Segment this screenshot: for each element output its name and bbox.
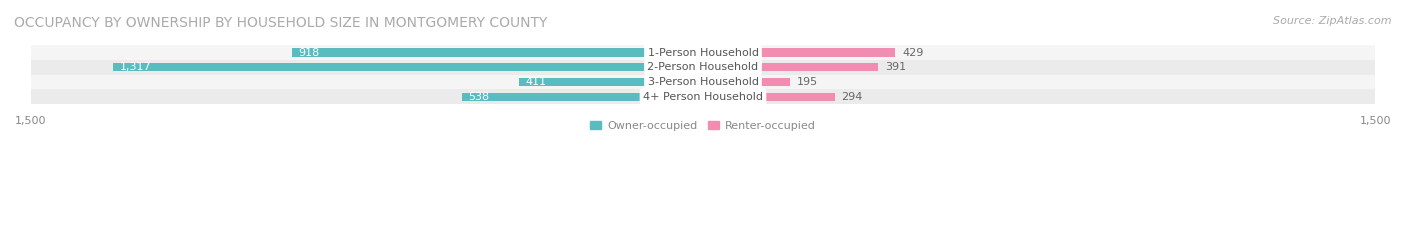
Text: 918: 918 [298,48,319,58]
Text: 3-Person Household: 3-Person Household [648,77,758,87]
Bar [519,78,703,86]
Bar [703,93,835,101]
Bar [31,89,1375,104]
Text: 294: 294 [841,92,863,102]
Bar [291,48,703,57]
Text: 1,317: 1,317 [120,62,150,72]
Text: 195: 195 [797,77,818,87]
Bar [112,63,703,71]
Bar [703,63,879,71]
Bar [31,60,1375,75]
Text: OCCUPANCY BY OWNERSHIP BY HOUSEHOLD SIZE IN MONTGOMERY COUNTY: OCCUPANCY BY OWNERSHIP BY HOUSEHOLD SIZE… [14,16,547,30]
Bar [703,78,790,86]
Bar [31,45,1375,60]
Text: Source: ZipAtlas.com: Source: ZipAtlas.com [1274,16,1392,26]
Text: 429: 429 [903,48,924,58]
Text: 2-Person Household: 2-Person Household [647,62,759,72]
Legend: Owner-occupied, Renter-occupied: Owner-occupied, Renter-occupied [586,116,820,135]
Bar [31,75,1375,89]
Text: 391: 391 [884,62,905,72]
Text: 411: 411 [526,77,547,87]
Bar [703,48,896,57]
Text: 1-Person Household: 1-Person Household [648,48,758,58]
Text: 4+ Person Household: 4+ Person Household [643,92,763,102]
Text: 538: 538 [468,92,489,102]
Bar [463,93,703,101]
